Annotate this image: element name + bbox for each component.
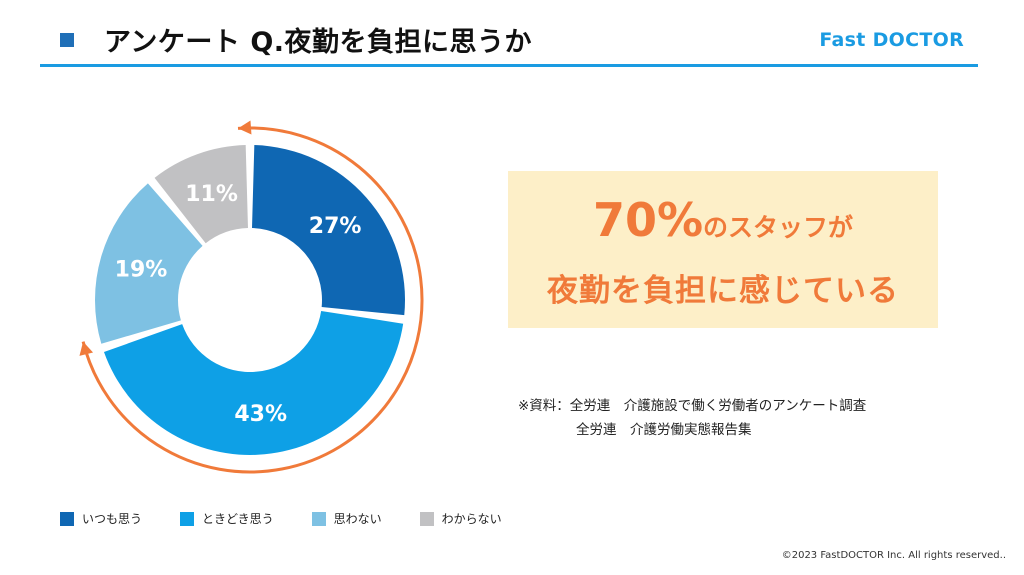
donut-segment (103, 311, 404, 455)
source-line2: 全労連 介護労働実態報告集 (576, 422, 752, 438)
legend-label: 思わない (333, 512, 382, 526)
arrowhead (238, 120, 252, 135)
legend-item: 思わない (311, 510, 382, 527)
source-line1: ※資料：全労連 介護施設で働く労働者のアンケート調査 (518, 398, 867, 414)
arrowhead (79, 341, 94, 356)
legend-item: わからない (419, 510, 502, 527)
title-bullet-square (60, 33, 74, 47)
legend-label: いつも思う (82, 512, 143, 526)
highlight-arc (81, 126, 424, 474)
legend-label: ときどき思う (202, 512, 274, 526)
legend-label: わからない (441, 512, 502, 526)
donut-chart: 27% 43% 19% 11% (79, 120, 424, 474)
legend-item: いつも思う (60, 510, 142, 527)
chart-legend: いつも思う ときどき思う 思わない わからない (60, 510, 540, 527)
page-title: アンケート Q.夜勤を負担に思うか (104, 27, 533, 58)
header-divider (40, 64, 978, 67)
legend-swatch (60, 511, 74, 526)
legend-swatch (311, 511, 326, 526)
donut-segment (252, 145, 406, 316)
callout-box: 70%のスタッフが 夜勤を負担に感じている (508, 171, 938, 328)
source-note: ※資料：全労連 介護施設で働く労働者のアンケート調査 全労連 介護労働実態報告集 (518, 394, 866, 442)
callout-percentage: 70% (592, 193, 704, 247)
callout-suffix: のスタッフが (703, 213, 854, 242)
legend-swatch (180, 511, 195, 526)
callout-line1: 70%のスタッフが (508, 193, 938, 247)
data-label: 27% (309, 214, 362, 239)
brand-logo: Fast DOCTOR (819, 29, 964, 51)
legend-swatch (419, 511, 434, 526)
donut-segment (94, 183, 203, 344)
data-label: 19% (115, 257, 168, 282)
copyright-text: ©2023 FastDOCTOR Inc. All rights reserve… (781, 550, 1006, 561)
callout-line2: 夜勤を負担に感じている (547, 273, 899, 309)
legend-item: ときどき思う (180, 510, 274, 527)
data-label: 43% (234, 402, 287, 427)
data-label: 11% (185, 182, 238, 207)
donut-segment (154, 145, 248, 244)
